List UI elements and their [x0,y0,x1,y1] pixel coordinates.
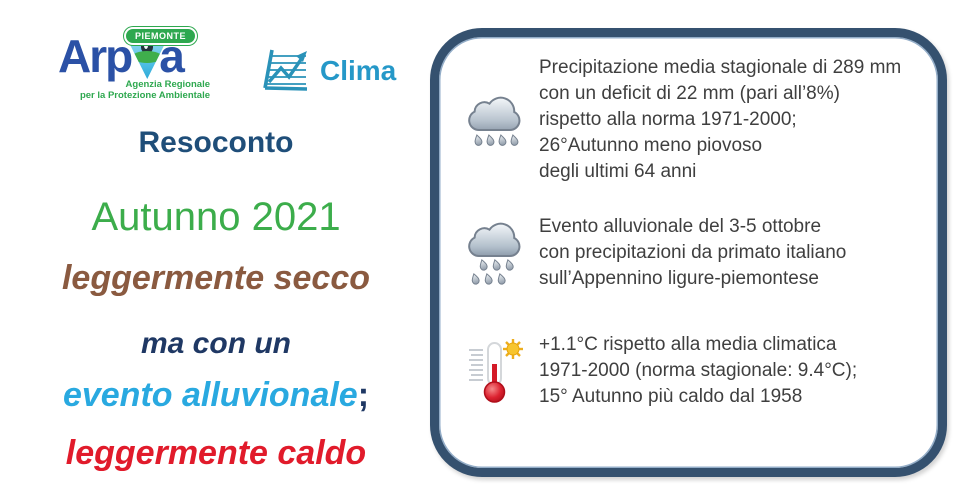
panel-item-line: 1971-2000 (norma stagionale: 9.4°C); [539,360,858,381]
page-title: Resoconto [138,126,294,159]
thermometer-sun-icon [453,338,535,404]
arpa-word-start: Arp [58,30,133,82]
panel-item-line: Precipitazione media stagionale di 289 m… [539,57,902,78]
arpa-piemonte-logo: PIEMONTE Arp a Agenzia Regionale per la … [58,27,218,114]
heavy-rain-cloud-icon [453,215,535,291]
panel-item-line: +1.1°C rispetto alla media climatica [539,334,837,355]
arpa-subtitle: Agenzia Regionale per la Protezione Ambi… [58,79,210,101]
headline-flood: evento alluvionale; [62,376,370,414]
arpa-banner-label: PIEMONTE [124,27,198,45]
chart-trend-icon [263,49,308,91]
panel-item-line: sull’Appennino ligure-piemontese [539,268,819,289]
panel-item-line: degli ultimi 64 anni [539,161,697,182]
panel-item-line: rispetto alla norma 1971-2000; [539,109,797,130]
headline-dry: leggermente secco [61,259,371,297]
panel-item-precipitation: Precipitazione media stagionale di 289 m… [453,55,928,185]
headline-flood-punctuation: ; [357,376,370,414]
rain-cloud-icon [453,89,535,151]
panel-item-text: Precipitazione media stagionale di 289 m… [539,55,901,185]
panel-item-line: 15° Autunno più caldo dal 1958 [539,386,803,407]
arpa-subtitle-line1: Agenzia Regionale [125,79,210,90]
headline-connector: ma con un [140,327,291,360]
panel-item-flood-event: Evento alluvionale del 3-5 ottobre con p… [453,214,928,292]
headline-season: Autunno 2021 [91,195,341,239]
panel-item-line: con precipitazioni da primato italiano [539,242,847,263]
panel-item-text: Evento alluvionale del 3-5 ottobre con p… [539,214,846,292]
panel-item-temperature: +1.1°C rispetto alla media climatica 197… [453,332,928,410]
panel-item-text: +1.1°C rispetto alla media climatica 197… [539,332,857,410]
panel-item-line: 26°Autunno meno piovoso [539,135,763,156]
panel-item-line: con un deficit di 22 mm (pari all’8%) [539,83,840,104]
panel-item-line: Evento alluvionale del 3-5 ottobre [539,216,822,237]
summary-panel: Precipitazione media stagionale di 289 m… [430,28,947,477]
left-column: PIEMONTE Arp a Agenzia Regionale per la … [0,0,432,493]
clima-label: Clima [320,55,397,86]
headline-warm: leggermente caldo [65,434,367,472]
arpa-subtitle-line2: per la Protezione Ambientale [79,90,210,102]
clima-logo: Clima [260,48,396,94]
